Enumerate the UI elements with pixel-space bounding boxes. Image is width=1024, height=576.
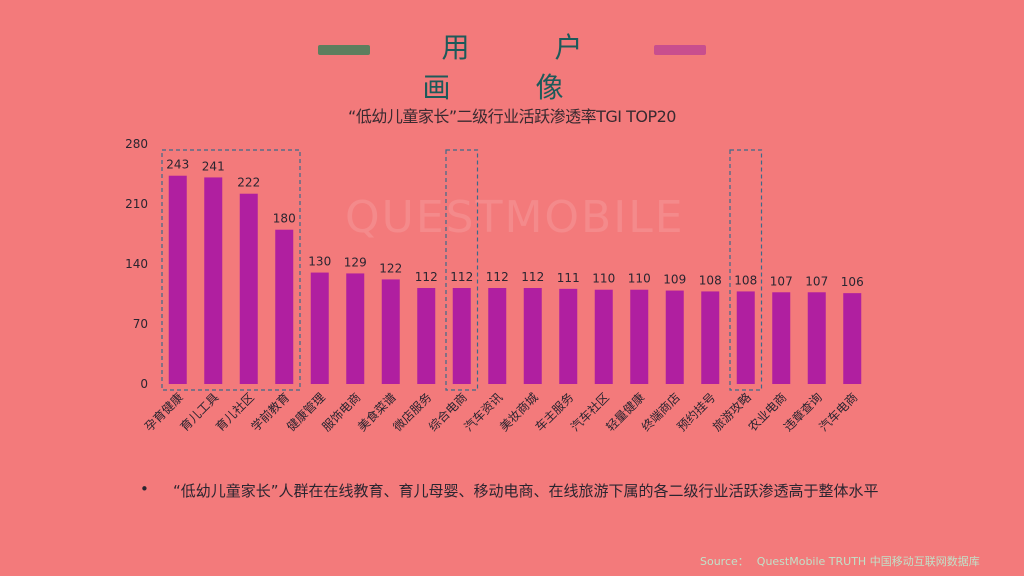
x-tick-label: 微店服务 [390, 390, 435, 435]
highlight-box [445, 149, 479, 391]
bar-value-label: 111 [557, 271, 580, 285]
bar [630, 289, 649, 384]
bar-value-label: 129 [344, 255, 367, 269]
bar-value-label: 110 [592, 272, 615, 286]
bar [559, 288, 578, 384]
bullet-icon: • [140, 480, 149, 498]
watermark-logo: QUESTMOBILE [345, 192, 685, 243]
x-tick-label: 违章查询 [780, 390, 825, 435]
bar [843, 293, 862, 384]
bar [417, 288, 436, 384]
bar-value-label: 110 [628, 272, 651, 286]
x-tick-label: 汽车电商 [816, 390, 861, 435]
x-tick-label: 农业电商 [745, 390, 790, 435]
x-tick-label: 育儿社区 [212, 390, 257, 435]
x-tick-label: 车主服务 [532, 390, 577, 435]
bar-value-label: 130 [308, 255, 331, 269]
bar [736, 291, 755, 384]
header-right-bar [654, 45, 706, 55]
bar-value-label: 106 [841, 275, 864, 289]
bar [275, 229, 294, 384]
x-tick-label: 美食菜谱 [354, 390, 399, 435]
bar-value-label: 107 [805, 274, 828, 288]
bar-value-label: 108 [734, 273, 757, 287]
bar-value-label: 112 [415, 270, 438, 284]
x-tick-label: 综合电商 [425, 390, 470, 435]
source-label: Source： [700, 555, 749, 568]
y-tick-label: 140 [125, 257, 148, 271]
bar [523, 288, 542, 384]
bar-value-label: 122 [379, 261, 402, 275]
bar-value-label: 241 [202, 159, 225, 173]
bar-chart: 0 70 140 210 280 243 孕育健康 241 育儿工具 222 育儿社区 180 学前教育… [125, 137, 864, 435]
bar [452, 288, 471, 384]
section-title: 用 户 画 像 [422, 31, 621, 104]
source-line: Source： QuestMobile TRUTH 中国移动互联网数据库 [700, 553, 980, 569]
bar-value-label: 109 [663, 273, 686, 287]
chart-title: “低幼儿童家长”二级行业活跃渗透率TGI TOP20 [348, 107, 676, 126]
x-tick-label: 预约挂号 [674, 390, 719, 435]
bar [204, 177, 223, 384]
y-tick-label: 280 [125, 137, 148, 151]
bar-value-label: 243 [166, 158, 189, 172]
bar-value-label: 112 [521, 270, 544, 284]
bar [239, 193, 258, 384]
bar-value-label: 107 [770, 274, 793, 288]
bar [594, 289, 613, 384]
bar [807, 292, 826, 384]
x-tick-label: 孕育健康 [141, 390, 186, 435]
x-tick-label: 学前教育 [248, 390, 293, 435]
bar-value-label: 222 [237, 176, 260, 190]
note-text: “低幼儿童家长”人群在在线教育、育儿母婴、移动电商、在线旅游下属的各二级行业活跃… [173, 482, 879, 500]
section-header: 用 户 画 像 [0, 28, 1024, 104]
x-tick-label: 育儿工具 [177, 390, 222, 435]
bar-value-label: 112 [486, 270, 509, 284]
bar [701, 291, 720, 384]
source-text: QuestMobile TRUTH 中国移动互联网数据库 [756, 555, 980, 568]
x-tick-label: 健康管理 [283, 390, 328, 435]
header-left-bar [318, 45, 370, 55]
x-tick-label: 旅游攻略 [709, 390, 754, 435]
bar-value-label: 112 [450, 270, 473, 284]
x-tick-label: 汽车社区 [567, 390, 612, 435]
x-tick-label: 终端商店 [638, 390, 683, 435]
x-tick-label: 服饰电商 [319, 390, 364, 435]
bar [381, 279, 400, 384]
bar [346, 273, 365, 384]
x-tick-label: 汽车资讯 [461, 390, 506, 435]
bar [488, 288, 507, 384]
bar [665, 290, 684, 384]
x-tick-label: 美妆商城 [496, 390, 541, 435]
bar [168, 175, 187, 384]
bar-value-label: 108 [699, 273, 722, 287]
bar [772, 292, 791, 384]
y-tick-label: 0 [140, 377, 148, 391]
y-tick-label: 70 [133, 317, 148, 331]
x-tick-label: 轻量健康 [603, 390, 648, 435]
y-tick-label: 210 [125, 197, 148, 211]
bar-value-label: 180 [273, 212, 296, 226]
highlight-box [729, 149, 763, 391]
bar [310, 272, 329, 384]
